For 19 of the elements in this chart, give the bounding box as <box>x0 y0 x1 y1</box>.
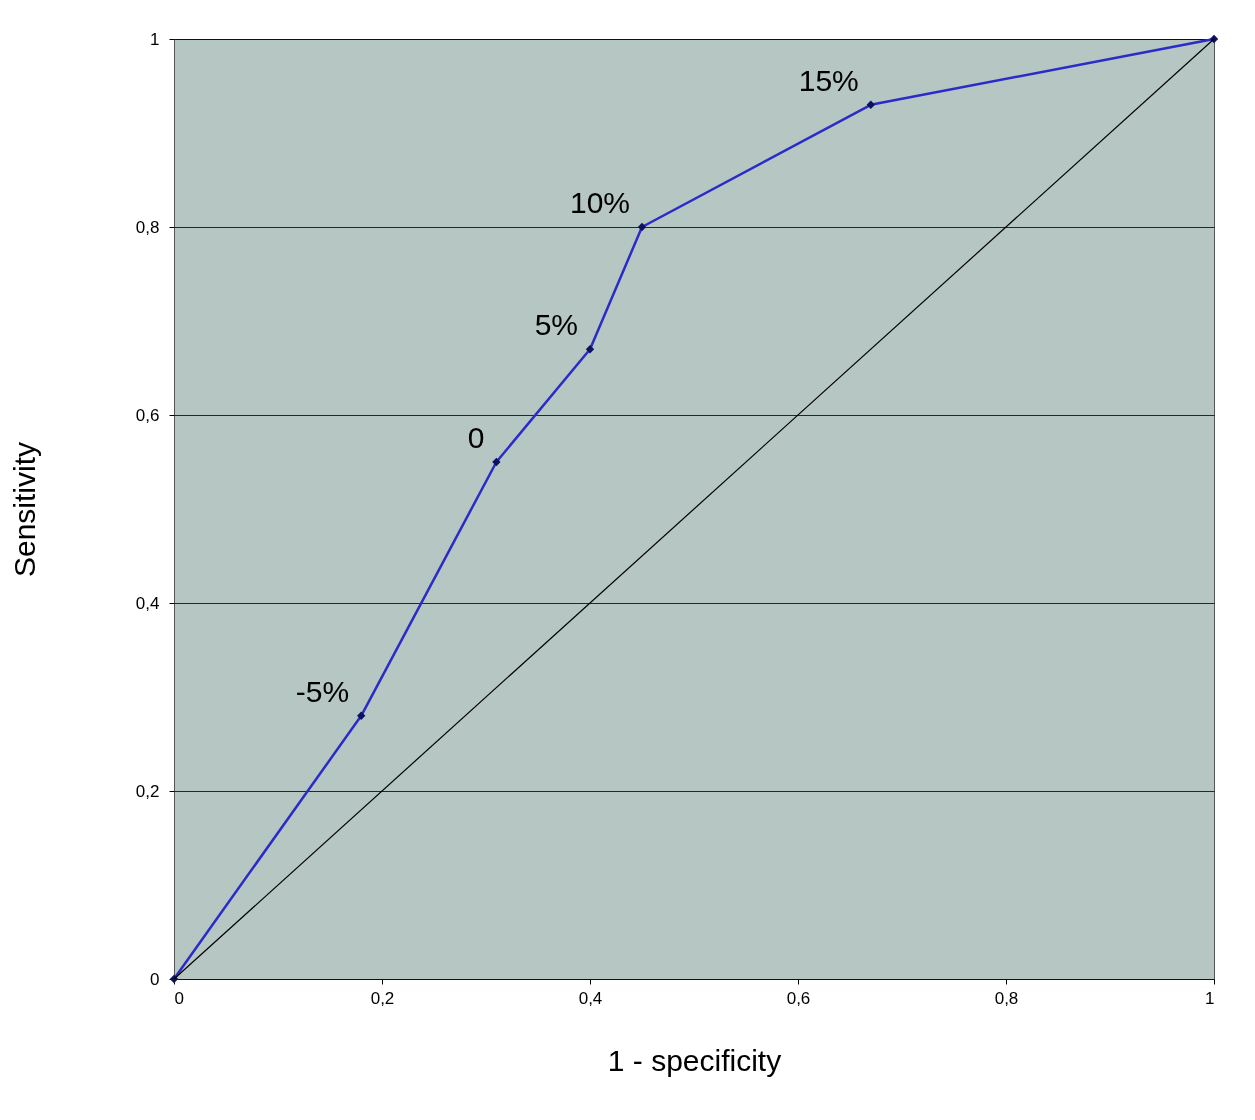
y-axis-title: Sensitivity <box>7 441 41 578</box>
y-tick-label: 0,8 <box>135 217 160 237</box>
x-tick-label: 0 <box>174 988 184 1008</box>
annotation: 0 <box>467 421 485 454</box>
annotation: 10% <box>569 186 630 219</box>
annotation: -5% <box>295 674 350 708</box>
x-tick-label: 0,8 <box>994 988 1019 1008</box>
x-axis-title: 1 - specificity <box>607 1043 782 1077</box>
x-tick-label: 0,4 <box>578 988 603 1008</box>
y-tick-label: 1 <box>150 29 160 49</box>
annotation: 5% <box>534 308 578 342</box>
x-tick-label: 0,2 <box>370 988 395 1008</box>
y-tick-label: 0,2 <box>135 781 160 801</box>
y-tick-label: 0 <box>150 969 160 989</box>
x-tick-label: 1 <box>1205 988 1215 1008</box>
y-tick-label: 0,4 <box>135 593 160 613</box>
y-tick-label: 0,6 <box>135 405 160 425</box>
annotation: 15% <box>798 63 859 97</box>
x-tick-label: 0,6 <box>786 988 811 1008</box>
